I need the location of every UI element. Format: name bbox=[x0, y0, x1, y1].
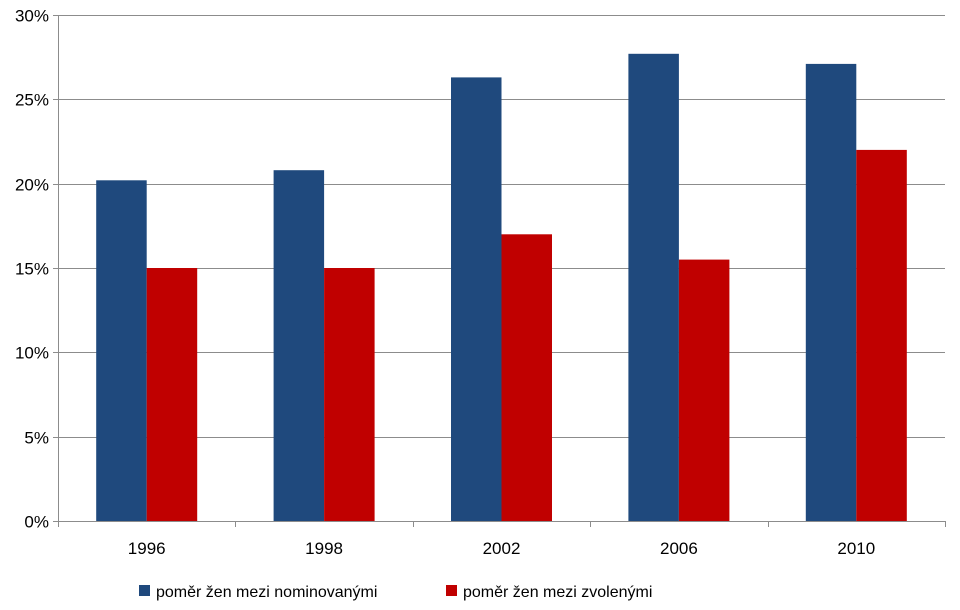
y-tick-label: 25% bbox=[15, 91, 49, 110]
legend-item-elected: poměr žen mezi zvolenými bbox=[446, 584, 652, 601]
bar-elected-2002 bbox=[501, 234, 552, 522]
y-tick-label: 15% bbox=[15, 260, 49, 279]
legend-item-nominated: poměr žen mezi nominovanými bbox=[139, 584, 377, 601]
bar-nominated-1998 bbox=[273, 170, 325, 521]
bar-elected-1998 bbox=[324, 268, 375, 521]
legend-swatch bbox=[446, 585, 457, 596]
y-tick-label: 5% bbox=[24, 429, 49, 448]
y-tick-label: 0% bbox=[24, 513, 49, 532]
x-tick-label: 1998 bbox=[305, 539, 343, 558]
bar-elected-1996 bbox=[146, 268, 198, 521]
axes bbox=[53, 15, 946, 527]
legend: poměr žen mezi nominovanými poměr žen mez… bbox=[139, 584, 652, 601]
bar-elected-2006 bbox=[678, 259, 730, 521]
bar-nominated-2002 bbox=[451, 77, 502, 522]
legend-swatch bbox=[139, 585, 150, 596]
bar-nominated-2006 bbox=[628, 53, 679, 522]
x-tick-label: 1996 bbox=[128, 539, 166, 558]
x-tick-label: 2010 bbox=[837, 539, 875, 558]
bars bbox=[96, 53, 907, 522]
x-axis-tick-labels: 1996 1998 2002 2006 2010 bbox=[128, 539, 875, 558]
bar-nominated-2010 bbox=[805, 63, 857, 522]
x-tick-label: 2006 bbox=[660, 539, 698, 558]
y-axis-tick-labels: 0% 5% 10% 15% 20% 25% 30% bbox=[15, 7, 49, 532]
legend-label: poměr žen mezi nominovanými bbox=[156, 584, 377, 601]
y-tick-label: 30% bbox=[15, 7, 49, 26]
legend-label: poměr žen mezi zvolenými bbox=[463, 584, 652, 601]
x-tick-label: 2002 bbox=[483, 539, 521, 558]
y-tick-label: 20% bbox=[15, 176, 49, 195]
bar-elected-2010 bbox=[856, 149, 907, 521]
y-tick-label: 10% bbox=[15, 344, 49, 363]
bar-nominated-1996 bbox=[96, 180, 147, 522]
